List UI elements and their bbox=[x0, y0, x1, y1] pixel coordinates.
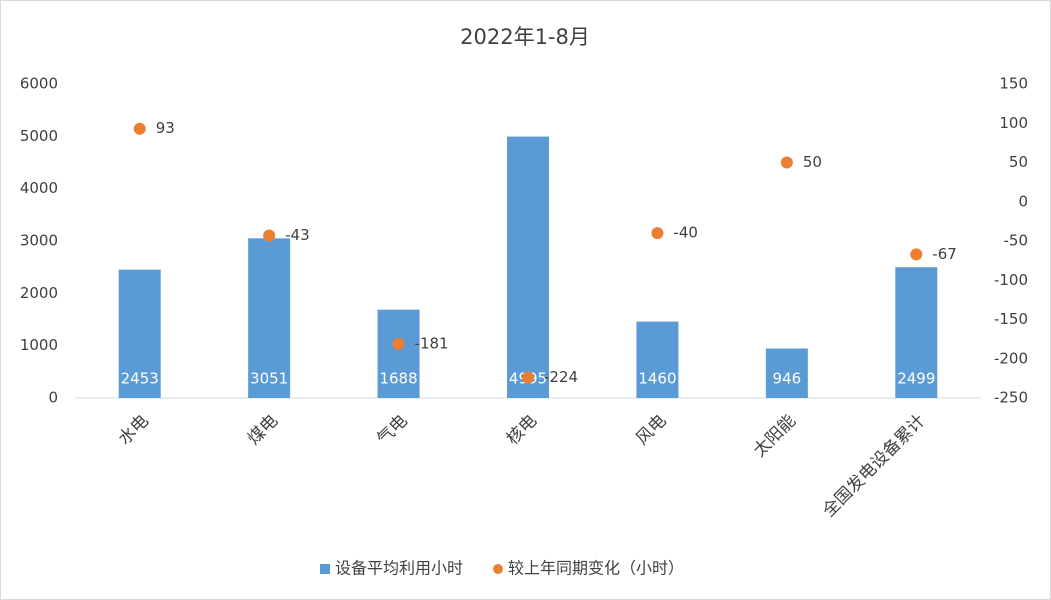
y-tick-label: 0 bbox=[48, 389, 58, 407]
bar bbox=[377, 309, 420, 398]
chart-title: 2022年1-8月 bbox=[460, 25, 590, 49]
bar bbox=[765, 348, 808, 398]
legend-label: 设备平均利用小时 bbox=[335, 559, 463, 578]
y-tick-label: 6000 bbox=[20, 75, 58, 93]
point bbox=[392, 337, 405, 350]
y2-tick-label: 100 bbox=[999, 114, 1028, 132]
bar-value-label: 1460 bbox=[638, 370, 676, 388]
bar bbox=[118, 269, 161, 398]
legend-swatch bbox=[493, 564, 504, 574]
y-tick-label: 1000 bbox=[20, 336, 58, 354]
bar bbox=[248, 238, 291, 398]
point bbox=[133, 122, 146, 135]
y2-tick-label: -250 bbox=[994, 389, 1028, 407]
y2-tick-label: 50 bbox=[1009, 153, 1028, 171]
point-value-label: -224 bbox=[544, 368, 578, 386]
point bbox=[651, 227, 664, 240]
point bbox=[522, 371, 534, 384]
bar bbox=[507, 136, 549, 398]
bar bbox=[636, 321, 679, 398]
y2-tick-label: -150 bbox=[994, 310, 1028, 328]
point bbox=[910, 248, 923, 261]
y2-tick-label: 150 bbox=[999, 75, 1028, 93]
bar-value-label: 2499 bbox=[897, 370, 935, 388]
y-tick-label: 5000 bbox=[20, 127, 58, 145]
y-tick-label: 4000 bbox=[20, 179, 58, 197]
y2-tick-label: 0 bbox=[1018, 192, 1028, 210]
bar-value-label: 2453 bbox=[121, 370, 159, 388]
point bbox=[780, 156, 793, 169]
y2-tick-label: -200 bbox=[994, 349, 1028, 367]
point-value-label: 93 bbox=[156, 119, 175, 137]
legend-swatch bbox=[320, 564, 330, 574]
bar bbox=[895, 267, 938, 398]
y-tick-label: 2000 bbox=[20, 284, 58, 302]
point-value-label: -40 bbox=[673, 224, 698, 242]
point-value-label: 50 bbox=[803, 153, 822, 171]
point-value-label: -181 bbox=[415, 334, 449, 352]
y2-tick-label: -50 bbox=[1004, 232, 1029, 250]
point-value-label: -43 bbox=[285, 226, 310, 244]
bar-value-label: 1688 bbox=[379, 370, 417, 388]
y-tick-label: 3000 bbox=[20, 232, 58, 250]
y2-tick-label: -100 bbox=[994, 271, 1028, 289]
bar-value-label: 946 bbox=[773, 370, 802, 388]
point-value-label: -67 bbox=[932, 245, 957, 263]
legend-label: 较上年同期变化（小时） bbox=[508, 559, 684, 578]
point bbox=[263, 229, 276, 242]
bar-value-label: 3051 bbox=[250, 370, 288, 388]
